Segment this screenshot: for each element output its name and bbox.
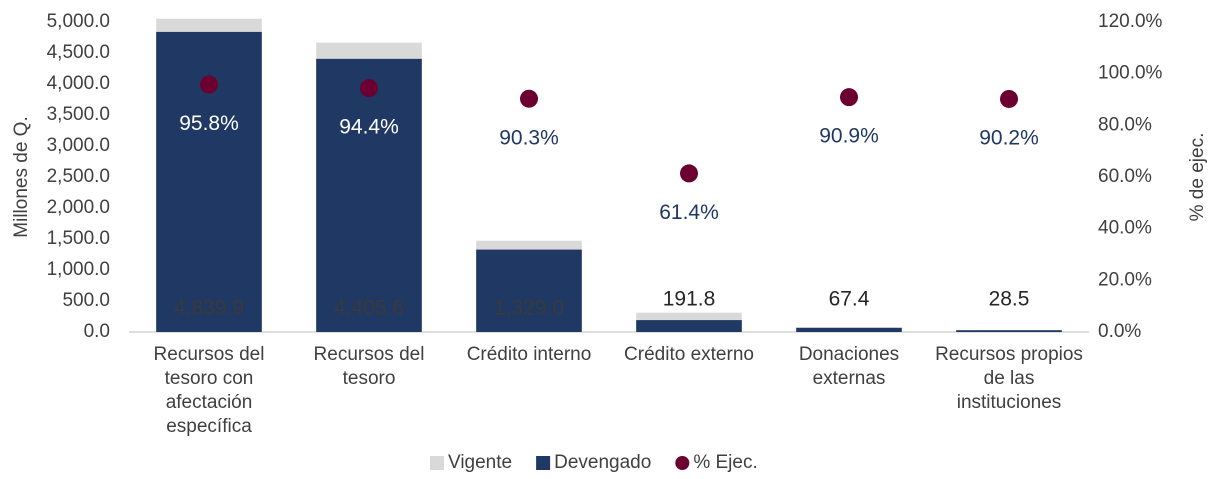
y-tick-label: 4,500.0 — [47, 42, 110, 63]
point — [840, 88, 858, 107]
y-tick-label: 4,000.0 — [47, 73, 110, 94]
point — [1000, 89, 1018, 108]
data-label: 4,405.6 — [334, 297, 404, 320]
y2-tick-label: 100.0% — [1098, 63, 1163, 84]
legend-swatch — [430, 456, 444, 470]
data-label: 90.3% — [499, 126, 559, 149]
y-tick-label: 2,500.0 — [47, 166, 110, 187]
data-label: 1,329.0 — [494, 297, 564, 320]
legend-label: % Ejec. — [693, 452, 757, 473]
y-tick-label: 500.0 — [62, 290, 110, 311]
bar — [316, 58, 422, 333]
y-tick-label: 3,000.0 — [47, 135, 110, 156]
y2-tick-label: 40.0% — [1098, 218, 1152, 239]
data-label: 94.4% — [339, 116, 399, 139]
data-label: 90.9% — [819, 125, 879, 148]
data-label: 28.5 — [989, 288, 1030, 311]
y-tick-label: 3,500.0 — [47, 104, 110, 125]
legend-label: Vigente — [448, 452, 512, 473]
legend-swatch — [536, 456, 551, 470]
bar — [636, 320, 742, 332]
y-tick-label: 1,500.0 — [47, 228, 110, 249]
y2-tick-label: 20.0% — [1098, 269, 1152, 290]
legend-label: Devengado — [554, 452, 651, 473]
data-label: 191.8 — [663, 288, 716, 311]
y2-tick-label: 60.0% — [1098, 166, 1152, 187]
bar — [956, 330, 1062, 332]
y-tick-label: 2,000.0 — [47, 197, 110, 218]
y-tick-label: 5,000.0 — [47, 11, 110, 32]
legend-swatch — [675, 456, 690, 470]
data-label: 67.4 — [829, 288, 870, 311]
y2-tick-label: 0.0% — [1098, 321, 1141, 342]
y2-tick-label: 120.0% — [1098, 11, 1163, 32]
y-tick-label: 1,000.0 — [47, 259, 110, 280]
y-axis-title: Millones de Q. — [11, 116, 32, 237]
x-tick-label: Crédito interno — [466, 344, 592, 365]
data-label: 90.2% — [979, 127, 1039, 150]
x-tick-label: Recursos del tesoro con afectación espec… — [153, 344, 265, 437]
point — [680, 164, 698, 183]
y2-axis-title: % de ejec. — [1187, 133, 1208, 222]
point — [200, 75, 218, 94]
x-tick-label: Donaciones externas — [798, 344, 900, 389]
x-tick-label: Recursos propios de las instituciones — [935, 344, 1083, 413]
y-tick-label: 0.0 — [84, 321, 110, 342]
point — [360, 79, 378, 98]
point — [520, 89, 538, 108]
bar — [796, 327, 902, 332]
x-tick-label: Crédito externo — [624, 344, 754, 365]
x-tick-label: Recursos del tesoro — [313, 344, 425, 389]
y2-tick-label: 80.0% — [1098, 114, 1152, 135]
data-label: 4,839.9 — [174, 297, 244, 320]
data-label: 95.8% — [179, 112, 239, 135]
bar — [476, 249, 582, 332]
data-label: 61.4% — [659, 201, 719, 224]
